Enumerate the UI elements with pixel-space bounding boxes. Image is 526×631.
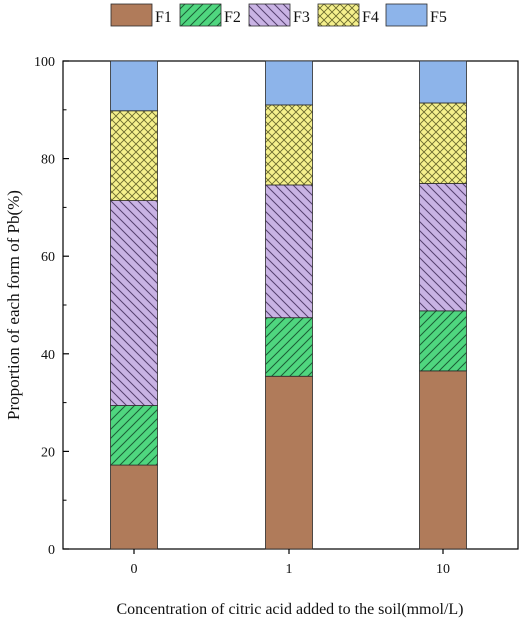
bar-segment-f2-cat-10	[419, 310, 467, 372]
bar-segment-f3-cat-1	[265, 184, 313, 319]
x-axis: 0 1 10	[131, 549, 450, 577]
bar-segment-f4-cat-1	[265, 104, 313, 186]
bar-segment-f5-cat-10	[419, 60, 467, 104]
y-axis: 0 20 40 60 80 100	[34, 55, 69, 558]
x-tick-label: 1	[286, 562, 293, 577]
legend-label-f1: F1	[155, 9, 172, 26]
x-tick-label: 10	[436, 562, 450, 577]
bar-segment-f5-cat-0	[110, 60, 158, 112]
bar-segment-f2-cat-1	[265, 317, 313, 377]
legend-swatch-f1	[110, 3, 153, 27]
legend-label-f2: F2	[224, 9, 241, 26]
bars-group	[110, 60, 467, 550]
y-tick-label: 20	[41, 445, 55, 460]
legend-swatch-f5	[385, 3, 428, 27]
bar-segment-f3-cat-0	[110, 200, 158, 406]
legend-label-f4: F4	[362, 9, 379, 26]
y-tick-label: 0	[48, 543, 55, 558]
bar-segment-f4-cat-0	[110, 110, 158, 201]
y-tick-label: 100	[34, 55, 55, 70]
y-tick-label: 80	[41, 153, 55, 168]
legend-swatch-f3	[248, 3, 291, 27]
x-axis-label: Concentration of citric acid added to th…	[116, 601, 463, 618]
x-tick-label: 0	[131, 562, 138, 577]
legend-label-f5: F5	[430, 9, 447, 26]
y-tick-label: 60	[41, 250, 55, 265]
legend-swatch-f4	[317, 3, 360, 27]
bar-segment-f3-cat-10	[419, 183, 467, 312]
bar-segment-f1-cat-1	[265, 375, 313, 550]
legend-swatch-f2	[179, 3, 222, 27]
y-tick-label: 40	[41, 348, 55, 363]
bar-segment-f1-cat-10	[419, 370, 467, 550]
legend: F1 F2 F3 F4 F5	[110, 3, 447, 27]
bar-segment-f4-cat-10	[419, 102, 467, 184]
bar-segment-f2-cat-0	[110, 405, 158, 466]
y-axis-label: Proportion of each form of Pb(%)	[4, 190, 23, 420]
bar-segment-f1-cat-0	[110, 464, 158, 550]
bar-segment-f5-cat-1	[265, 60, 313, 106]
legend-label-f3: F3	[293, 9, 310, 26]
